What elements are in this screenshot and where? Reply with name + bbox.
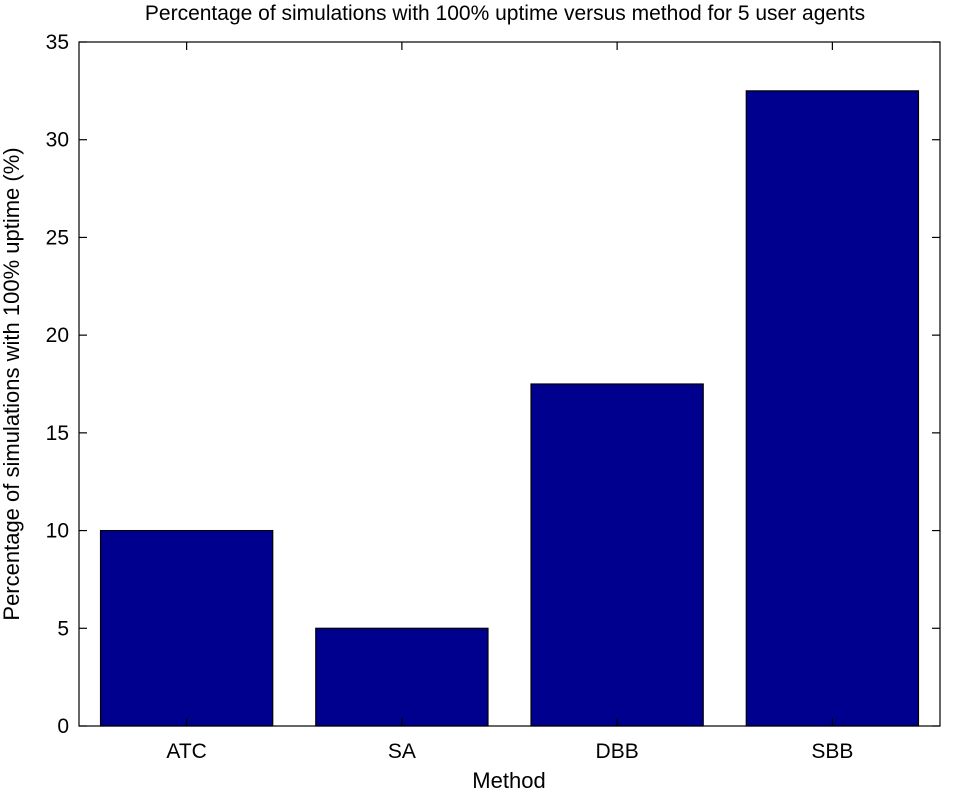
bar-dbb <box>530 383 704 727</box>
axes-group: 0 5 10 15 20 25 30 35 ATC SA DBB SBB <box>46 31 941 763</box>
plot-frame <box>78 41 941 727</box>
x-axis-label: Method <box>472 768 545 791</box>
bar-atc <box>99 529 274 727</box>
y-tick-label: 15 <box>46 422 69 445</box>
bar-sa <box>315 627 489 727</box>
y-axis-label: Percentage of simulations with 100% upti… <box>0 147 24 620</box>
x-tick-label-sa: SA <box>388 740 416 763</box>
x-tick-label-atc: ATC <box>166 740 206 763</box>
y-tick-label: 10 <box>46 520 69 543</box>
y-tick-label: 20 <box>46 324 69 347</box>
y-tick-label: 35 <box>46 31 69 54</box>
x-tick-label-dbb: DBB <box>596 740 639 763</box>
y-tick-label: 25 <box>46 226 69 249</box>
bars-group <box>99 90 920 727</box>
x-tick-label-sbb: SBB <box>811 740 853 763</box>
chart-title: Percentage of simulations with 100% upti… <box>145 2 865 25</box>
y-tick-label: 30 <box>46 129 69 152</box>
bar-sbb <box>745 90 920 727</box>
y-tick-label: 0 <box>57 715 69 738</box>
y-tick-label: 5 <box>57 617 69 640</box>
